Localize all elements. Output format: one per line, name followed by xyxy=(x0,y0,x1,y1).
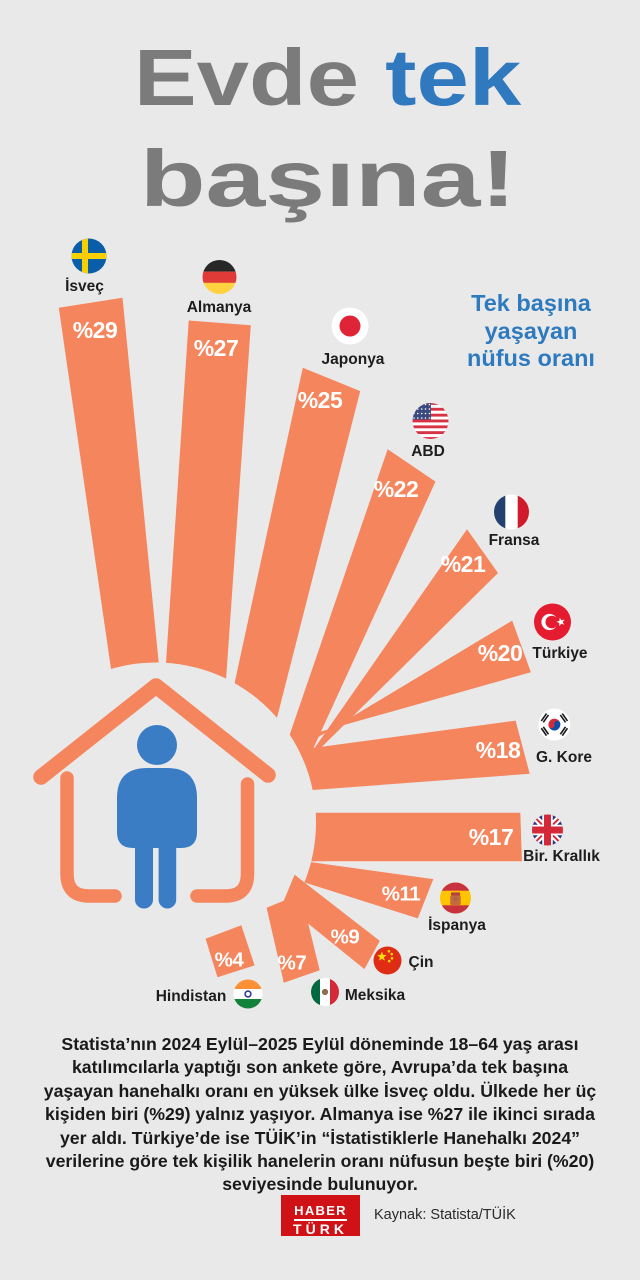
svg-text:%20: %20 xyxy=(478,640,523,666)
svg-text:ABD: ABD xyxy=(411,443,445,460)
svg-text:%25: %25 xyxy=(298,387,343,413)
svg-text:%29: %29 xyxy=(73,317,118,343)
svg-text:%22: %22 xyxy=(374,476,419,502)
svg-text:Bir. Krallık: Bir. Krallık xyxy=(523,848,600,865)
svg-text:İsveç: İsveç xyxy=(65,278,104,295)
svg-text:Almanya: Almanya xyxy=(187,299,252,316)
svg-text:İspanya: İspanya xyxy=(428,917,486,934)
svg-text:Meksika: Meksika xyxy=(345,987,406,1004)
svg-text:%11: %11 xyxy=(382,883,420,906)
svg-text:%4: %4 xyxy=(215,949,245,972)
svg-text:%17: %17 xyxy=(469,824,514,850)
svg-text:%9: %9 xyxy=(331,926,360,949)
svg-text:Hindistan: Hindistan xyxy=(156,988,227,1005)
svg-text:%21: %21 xyxy=(441,551,486,577)
svg-text:%18: %18 xyxy=(476,737,521,763)
svg-text:Fransa: Fransa xyxy=(489,532,540,549)
svg-text:%7: %7 xyxy=(278,952,307,975)
svg-text:%27: %27 xyxy=(194,335,239,361)
svg-text:Japonya: Japonya xyxy=(322,351,385,368)
svg-text:Türkiye: Türkiye xyxy=(532,645,588,662)
svg-text:G. Kore: G. Kore xyxy=(536,749,592,766)
svg-text:Çin: Çin xyxy=(409,954,434,971)
